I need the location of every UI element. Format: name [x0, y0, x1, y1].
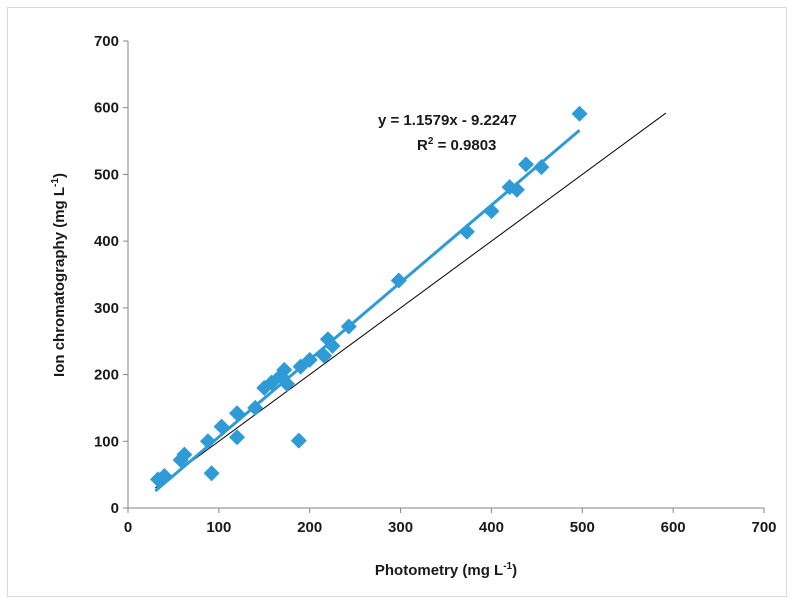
x-tick-label: 0	[124, 519, 132, 536]
y-axis-title: Ion chromatography (mg L-1)	[50, 173, 68, 377]
identity-line	[154, 112, 667, 489]
y-tick-label: 0	[111, 500, 119, 517]
x-tick-label: 500	[570, 519, 595, 536]
r-squared-label: R2 = 0.9803	[417, 136, 496, 154]
data-point	[533, 159, 550, 176]
x-tick-label: 100	[206, 519, 231, 536]
data-point	[390, 272, 407, 289]
x-tick-label: 600	[661, 519, 686, 536]
y-tick-label: 700	[94, 33, 119, 50]
data-point	[316, 347, 333, 364]
data-point	[290, 432, 307, 449]
identity-line-layer	[154, 112, 667, 489]
data-point	[156, 467, 173, 484]
data-point	[571, 105, 588, 122]
data-point	[176, 446, 193, 463]
data-point	[508, 181, 525, 198]
data-point	[229, 429, 246, 446]
data-point	[229, 405, 246, 422]
y-tick-label: 300	[94, 300, 119, 317]
data-point	[301, 351, 318, 368]
trendline-equation: y = 1.1579x - 9.2247	[378, 112, 517, 129]
data-point	[279, 375, 295, 392]
data-point	[199, 433, 216, 450]
data-point	[517, 156, 534, 173]
chart-frame	[7, 7, 787, 597]
data-point	[276, 361, 293, 378]
axes: 0 100 200 300 400 500 600 700 0 100 200 300 400 500 60…	[94, 33, 777, 536]
x-tick-label: 400	[479, 519, 504, 536]
data-point	[213, 418, 230, 435]
x-tick-label: 300	[388, 519, 413, 536]
x-tick-label: 200	[297, 519, 322, 536]
data-point	[458, 223, 475, 240]
x-axis-title: Photometry (mg L-1)	[375, 561, 517, 579]
y-tick-label: 200	[94, 367, 119, 384]
data-point	[340, 318, 357, 335]
x-tick-label: 700	[751, 519, 776, 536]
y-tick-label: 500	[94, 166, 119, 183]
y-tick-label: 600	[94, 100, 119, 117]
data-point	[203, 465, 220, 482]
y-tick-label: 400	[94, 233, 119, 250]
data-points	[149, 105, 588, 488]
data-point	[247, 399, 264, 416]
data-point	[483, 203, 500, 220]
y-tick-label: 100	[94, 433, 119, 450]
data-point	[324, 337, 341, 354]
